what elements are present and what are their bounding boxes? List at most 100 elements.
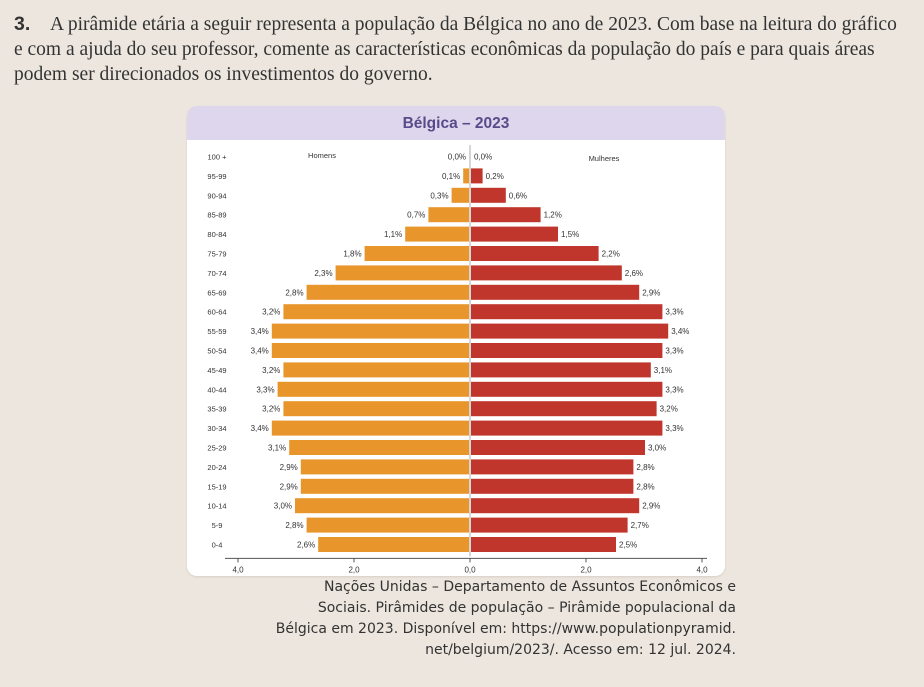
bar-mulheres [471, 187, 506, 203]
bar-homens [271, 343, 469, 358]
age-label: 5-9 [212, 521, 223, 530]
bar-homens [295, 498, 469, 514]
bar-mulheres [471, 440, 645, 455]
chart-title: Bélgica – 2023 [187, 106, 725, 140]
bar-homens [271, 323, 469, 339]
bar-label-mulheres: 0,0% [474, 153, 492, 162]
bar-label-mulheres: 2,9% [642, 502, 660, 511]
bar-label-homens: 3,4% [251, 347, 269, 356]
bar-label-mulheres: 3,3% [665, 424, 683, 433]
bar-label-mulheres: 3,2% [660, 405, 678, 414]
source-line-3: Bélgica em 2023. Disponível em: https://… [275, 621, 736, 637]
age-label: 70-74 [207, 269, 226, 278]
question-text-block: 3. A pirâmide etária a seguir representa … [14, 12, 904, 87]
bar-label-homens: 2,3% [314, 269, 332, 278]
bar-label-homens: 0,0% [448, 153, 466, 162]
bar-mulheres [471, 478, 634, 494]
source-line-4: net/belgium/2023/. Acesso em: 12 jul. 20… [425, 642, 736, 658]
bar-mulheres [471, 537, 616, 552]
bar-homens [289, 440, 469, 455]
bar-label-homens: 0,7% [407, 211, 425, 220]
bar-label-homens: 2,8% [285, 288, 303, 297]
age-label: 25-29 [207, 444, 226, 453]
bar-label-homens: 2,6% [297, 541, 315, 550]
bar-label-mulheres: 2,6% [625, 269, 643, 278]
bar-label-mulheres: 3,4% [671, 327, 689, 336]
bar-homens [318, 537, 469, 552]
bar-label-homens: 3,2% [262, 308, 280, 317]
bar-mulheres [471, 284, 640, 300]
x-tick-label: 2,0 [580, 565, 592, 574]
bar-mulheres [471, 459, 634, 475]
bar-mulheres [471, 207, 541, 223]
question-statement: A pirâmide etária a seguir representa a … [14, 14, 897, 85]
age-label: 65-69 [207, 288, 226, 297]
bar-mulheres [471, 420, 663, 436]
age-label: 95-99 [207, 172, 226, 181]
x-tick-label: 2,0 [348, 565, 360, 574]
bar-label-homens: 3,2% [262, 405, 280, 414]
bar-label-mulheres: 3,3% [665, 347, 683, 356]
bar-homens [306, 517, 469, 533]
bar-label-mulheres: 1,2% [544, 211, 562, 220]
age-label: 75-79 [207, 250, 226, 259]
age-label: 15-19 [207, 482, 226, 491]
bar-label-mulheres: 2,7% [631, 521, 649, 530]
age-label: 100 + [208, 153, 228, 162]
age-label: 20-24 [207, 463, 226, 472]
population-pyramid-chart: Homens Mulheres 100 + 0,0% 0,0% 95-99 0,1% 0,2%… [207, 145, 708, 574]
bar-homens [300, 459, 469, 475]
bar-label-homens: 3,2% [262, 366, 280, 375]
bar-label-homens: 3,0% [274, 502, 292, 511]
bar-label-mulheres: 1,5% [561, 230, 579, 239]
bar-mulheres [471, 168, 483, 184]
bar-homens [283, 401, 469, 417]
bar-mulheres [471, 343, 663, 358]
bar-mulheres [471, 381, 663, 397]
bar-mulheres [471, 498, 640, 514]
bar-mulheres [471, 304, 663, 320]
age-label: 55-59 [207, 327, 226, 336]
source-line-1: Nações Unidas – Departamento de Assuntos… [323, 579, 736, 595]
bar-label-mulheres: 2,2% [602, 250, 620, 259]
bar-mulheres [471, 265, 622, 281]
bar-label-homens: 3,4% [251, 327, 269, 336]
age-label: 10-14 [207, 502, 226, 511]
bar-label-mulheres: 0,6% [509, 191, 527, 200]
bar-homens [463, 168, 469, 184]
bar-label-mulheres: 3,1% [654, 366, 672, 375]
bar-label-homens: 3,3% [256, 385, 274, 394]
bar-label-mulheres: 3,3% [665, 308, 683, 317]
x-tick-label: 0,0 [464, 565, 476, 574]
bar-label-mulheres: 2,9% [642, 288, 660, 297]
bar-label-homens: 3,4% [251, 424, 269, 433]
age-label: 90-94 [207, 191, 226, 200]
bar-label-homens: 3,1% [268, 444, 286, 453]
bar-mulheres [471, 246, 599, 261]
age-label: 40-44 [207, 385, 226, 394]
bar-label-mulheres: 3,0% [648, 444, 666, 453]
bar-homens [405, 226, 469, 242]
bar-mulheres [471, 362, 651, 378]
bar-label-homens: 2,9% [280, 482, 298, 491]
bar-mulheres [471, 226, 558, 242]
age-label: 0-4 [212, 541, 223, 550]
bar-label-homens: 0,1% [442, 172, 460, 181]
series-label-mulheres: Mulheres [589, 154, 620, 163]
bar-homens [451, 187, 469, 203]
age-label: 50-54 [207, 347, 226, 356]
bar-homens [306, 284, 469, 300]
age-label: 60-64 [207, 308, 226, 317]
bar-homens [277, 381, 469, 397]
bar-homens [428, 207, 469, 223]
bar-mulheres [471, 323, 669, 339]
bar-homens [300, 478, 469, 494]
age-label: 35-39 [207, 405, 226, 414]
age-label: 30-34 [207, 424, 226, 433]
bar-label-homens: 0,3% [430, 191, 448, 200]
bar-homens [283, 304, 469, 320]
source-citation: Nações Unidas – Departamento de Assuntos… [250, 577, 736, 661]
age-label: 45-49 [207, 366, 226, 375]
question-number: 3. [14, 13, 31, 35]
x-tick-label: 4,0 [696, 565, 708, 574]
